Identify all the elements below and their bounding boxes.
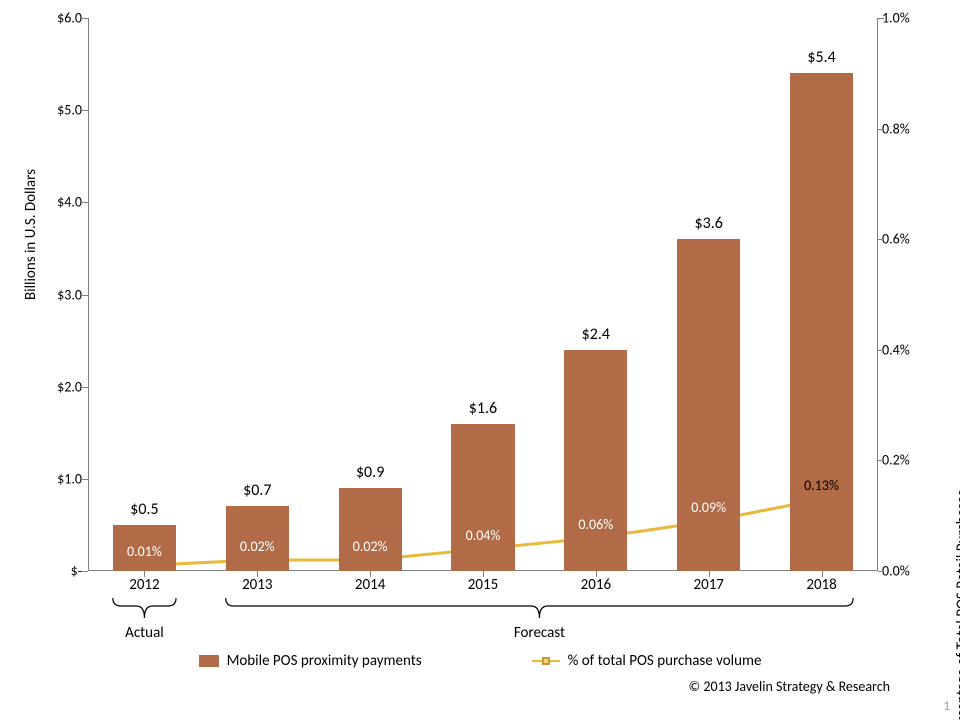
x-group-label: Forecast <box>514 624 565 642</box>
chart-container: Billions in U.S. Dollars Percentage of T… <box>0 0 960 720</box>
x-group-brace <box>0 0 960 720</box>
